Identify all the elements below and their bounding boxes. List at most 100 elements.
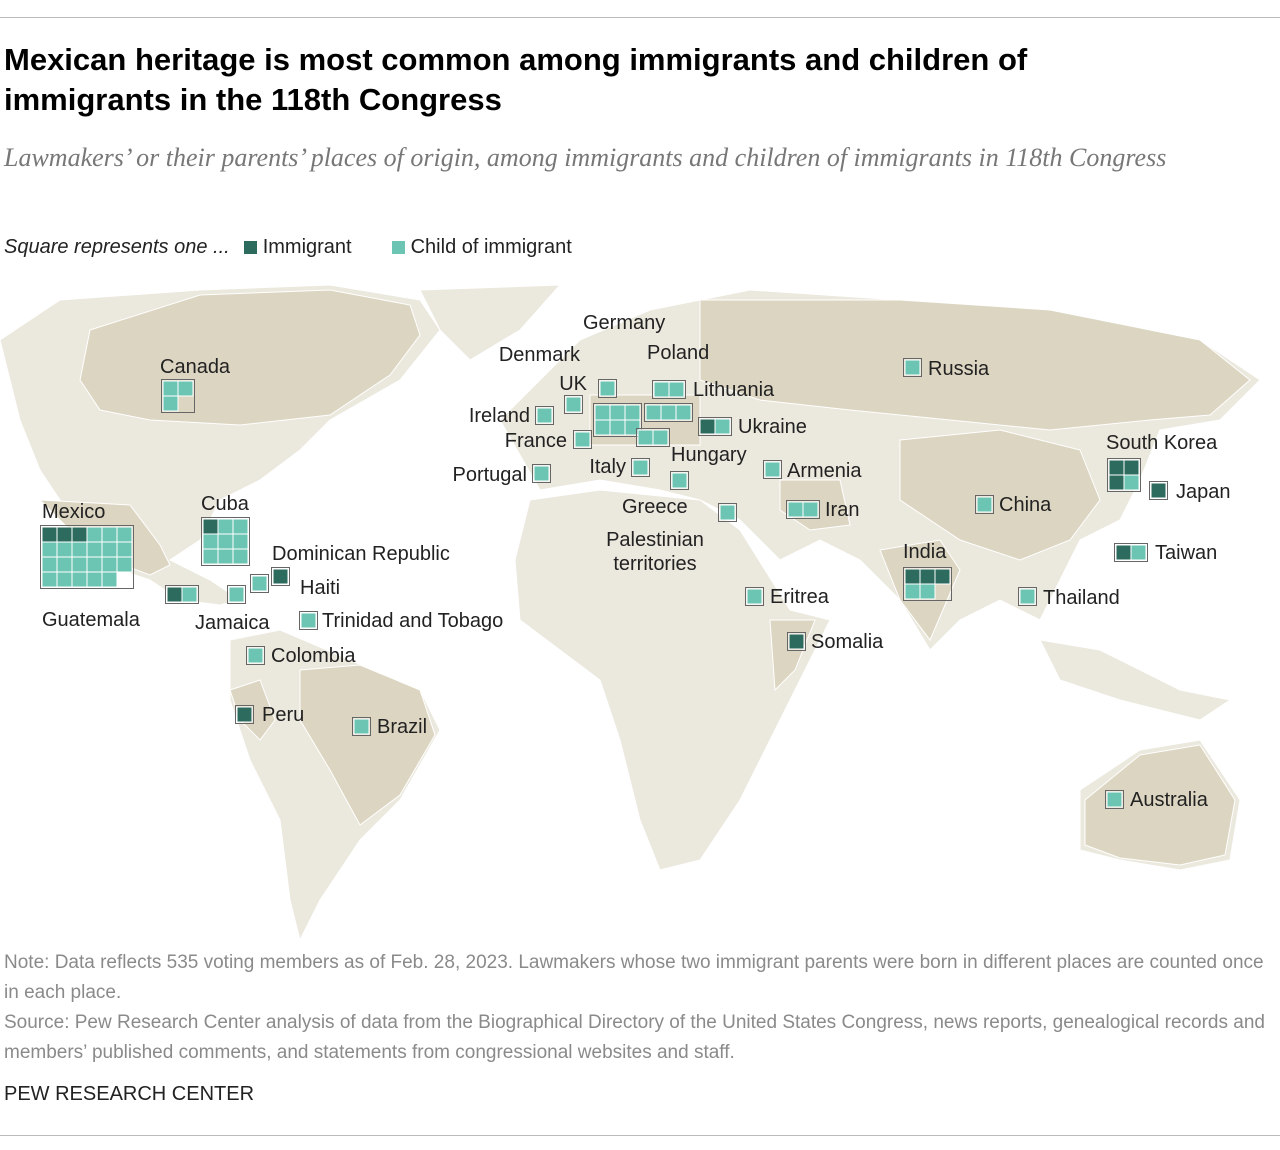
square	[217, 533, 234, 550]
legend-item: Child of immigrant	[391, 236, 572, 259]
square	[162, 395, 179, 412]
square	[217, 548, 234, 565]
square	[1150, 482, 1167, 499]
legend-label: Child of immigrant	[410, 236, 572, 258]
place-label: Japan	[1176, 481, 1231, 503]
waffles	[40, 358, 1168, 809]
square	[565, 396, 582, 413]
square	[56, 541, 73, 558]
square	[1019, 588, 1036, 605]
square-outline	[1114, 543, 1148, 562]
square	[652, 429, 669, 446]
place-label: Russia	[928, 358, 990, 380]
square-outline	[564, 395, 583, 414]
place-label: Poland	[647, 342, 710, 364]
place-label: Greece	[622, 496, 688, 518]
square	[675, 404, 692, 421]
square	[1108, 459, 1125, 476]
legend-label: Immigrant	[262, 236, 352, 258]
place-label: Brazil	[377, 716, 428, 738]
square	[86, 526, 103, 543]
square-outline	[903, 358, 922, 377]
square	[1115, 544, 1132, 561]
square	[232, 533, 249, 550]
legend-item: Immigrant	[243, 236, 352, 259]
square	[1130, 544, 1147, 561]
square	[1123, 459, 1140, 476]
source: Source: Pew Research Center analysis of …	[4, 1012, 1265, 1063]
square-outline	[299, 611, 318, 630]
square-outline	[598, 379, 617, 398]
square	[668, 381, 685, 398]
square	[41, 556, 58, 573]
square	[217, 518, 234, 535]
square-outline	[250, 574, 269, 593]
square-outline	[165, 585, 199, 604]
square	[934, 568, 951, 585]
square	[71, 571, 88, 588]
square-outline	[593, 403, 642, 437]
square-outline	[903, 567, 952, 601]
square-outline	[670, 471, 689, 490]
legend: Square represents one ... Immigrant Chil…	[4, 236, 612, 259]
square-outline	[698, 417, 732, 436]
square	[101, 556, 118, 573]
square	[86, 571, 103, 588]
square-outline	[786, 500, 820, 519]
legend-swatch	[243, 241, 257, 254]
square	[232, 548, 249, 565]
square-outline	[763, 460, 782, 479]
square	[56, 526, 73, 543]
square-outline	[573, 430, 592, 449]
place-label: Palestinian territories	[606, 529, 704, 575]
square	[202, 533, 219, 550]
square	[904, 359, 921, 376]
place-label: Somalia	[811, 631, 884, 653]
square-outline	[227, 585, 246, 604]
square	[976, 496, 993, 513]
square	[787, 501, 804, 518]
square	[86, 541, 103, 558]
square	[599, 380, 616, 397]
square	[1123, 474, 1140, 491]
square	[71, 541, 88, 558]
square	[353, 718, 370, 735]
square	[904, 568, 921, 585]
square	[764, 461, 781, 478]
square	[101, 526, 118, 543]
square	[645, 404, 662, 421]
place-label: Ireland	[468, 405, 530, 427]
square-outline	[40, 525, 134, 589]
place-label: Hungary	[671, 444, 747, 466]
square-outline	[631, 458, 650, 477]
square	[181, 586, 198, 603]
square-outline	[636, 428, 670, 447]
square	[788, 633, 805, 650]
square	[1106, 791, 1123, 808]
square-outline	[235, 705, 254, 724]
place-label: Lithuania	[693, 379, 775, 401]
square	[236, 706, 253, 723]
note: Note: Data reflects 535 voting members a…	[4, 952, 1264, 1003]
square	[166, 586, 183, 603]
square-outline	[1149, 481, 1168, 500]
square	[671, 472, 688, 489]
place-label: Taiwan	[1155, 542, 1218, 564]
square-outline	[1105, 790, 1124, 809]
square-outline	[161, 379, 195, 413]
place-label: Denmark	[498, 344, 580, 366]
square	[272, 568, 289, 585]
footer: PEW RESEARCH CENTER	[4, 1083, 255, 1105]
square-outline	[271, 567, 290, 586]
square	[574, 431, 591, 448]
title: Mexican heritage is most common among im…	[4, 42, 1028, 117]
place-label: Trinidad and Tobago	[322, 610, 504, 632]
square	[624, 404, 641, 421]
square-outline	[652, 380, 686, 399]
place-label: Guatemala	[42, 609, 140, 631]
place-label: Jamaica	[195, 612, 270, 634]
square	[594, 419, 611, 436]
square-outline	[644, 403, 693, 422]
